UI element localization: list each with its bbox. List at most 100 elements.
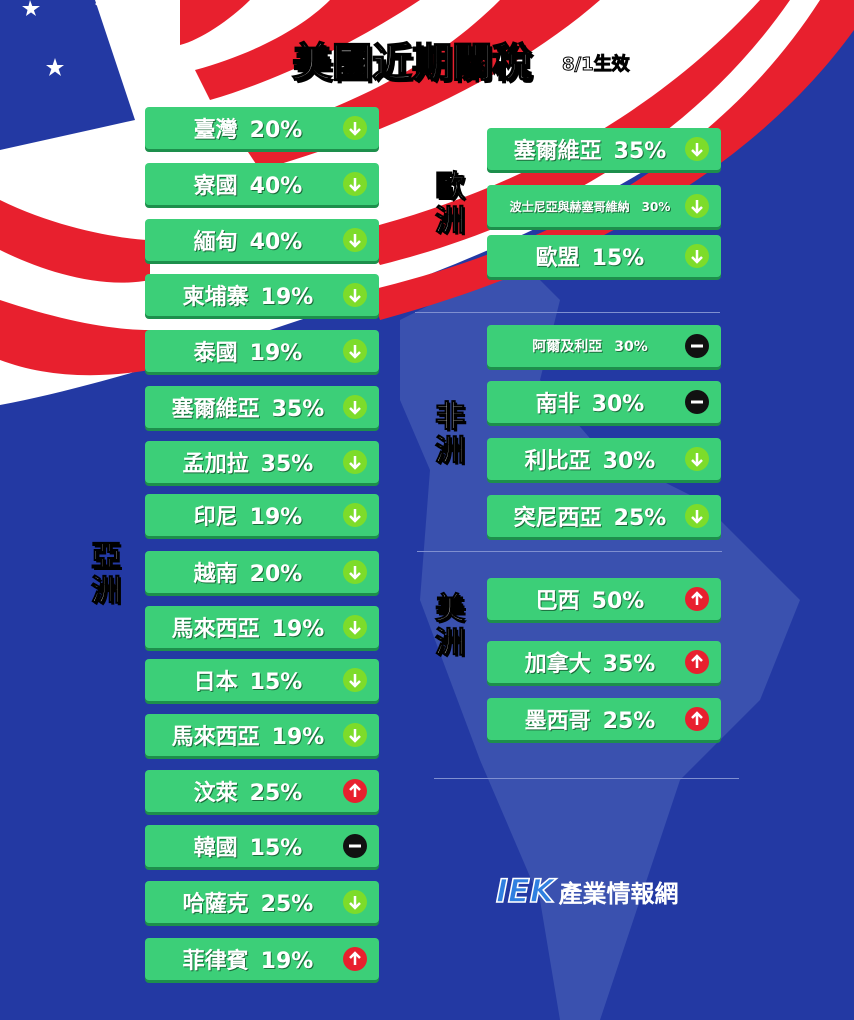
item-text: 越南 20% [194, 556, 303, 588]
trend-icon [343, 395, 367, 419]
country-name: 柬埔寨 [182, 285, 249, 310]
tariff-item: 緬甸 40% [145, 219, 379, 261]
item-text: 臺灣 20% [194, 112, 303, 144]
item-text: 泰國 19% [194, 335, 303, 367]
tariff-rate: 40% [249, 174, 303, 199]
tariff-rate: 35% [602, 652, 656, 677]
item-text: 南非 30% [536, 386, 645, 418]
country-name: 利比亞 [524, 449, 591, 474]
item-text: 加拿大 35% [525, 646, 656, 678]
trend-icon [685, 504, 709, 528]
divider [434, 778, 739, 779]
country-name: 泰國 [193, 341, 238, 366]
tariff-rate: 30% [591, 392, 645, 417]
tariff-rate: 15% [249, 670, 303, 695]
tariff-item: 哈薩克 25% [145, 881, 379, 923]
trend-icon [685, 587, 709, 611]
trend-icon [343, 116, 367, 140]
tariff-rate: 40% [249, 230, 303, 255]
trend-icon [685, 447, 709, 471]
trend-icon [343, 339, 367, 363]
tariff-item: 韓國 15% [145, 825, 379, 867]
trend-icon [343, 947, 367, 971]
tariff-item: 泰國 19% [145, 330, 379, 372]
tariff-rate: 35% [613, 139, 667, 164]
trend-icon [685, 390, 709, 414]
tariff-item: 菲律賓 19% [145, 938, 379, 980]
tariff-item: 巴西 50% [487, 578, 721, 620]
tariff-rate: 19% [271, 617, 325, 642]
trend-icon [685, 244, 709, 268]
tariff-item: 墨西哥 25% [487, 698, 721, 740]
country-name: 墨西哥 [524, 709, 591, 734]
item-text: 突尼西亞 25% [514, 500, 667, 532]
item-text: 墨西哥 25% [525, 703, 656, 735]
item-text: 阿爾及利亞 30% [532, 336, 648, 356]
tariff-rate: 25% [249, 781, 303, 806]
trend-icon [343, 228, 367, 252]
region-label: 亞洲 [85, 540, 121, 609]
tariff-item: 塞爾維亞 35% [145, 386, 379, 428]
country-name: 突尼西亞 [513, 506, 602, 531]
tariff-item: 臺灣 20% [145, 107, 379, 149]
tariff-item: 汶萊 25% [145, 770, 379, 812]
tariff-rate: 20% [249, 562, 303, 587]
title: 美國近期關稅 [291, 39, 533, 87]
item-text: 歐盟 15% [536, 240, 645, 272]
trend-icon [685, 650, 709, 674]
tariff-item: 南非 30% [487, 381, 721, 423]
tariff-item: 波士尼亞與赫塞哥維納 30% [487, 185, 721, 227]
tariff-rate: 19% [271, 725, 325, 750]
trend-icon [343, 723, 367, 747]
tariff-rate: 20% [249, 118, 303, 143]
tariff-rate: 25% [613, 506, 667, 531]
tariff-item: 突尼西亞 25% [487, 495, 721, 537]
tariff-item: 塞爾維亞 35% [487, 128, 721, 170]
region-label: 非洲 [429, 400, 465, 469]
country-name: 緬甸 [193, 230, 238, 255]
tariff-item: 孟加拉 35% [145, 441, 379, 483]
tariff-item: 寮國 40% [145, 163, 379, 205]
country-name: 巴西 [535, 589, 580, 614]
country-name: 臺灣 [193, 118, 238, 143]
trend-icon [685, 137, 709, 161]
item-text: 柬埔寨 19% [183, 279, 314, 311]
country-name: 塞爾維亞 [171, 397, 260, 422]
country-name: 阿爾及利亞 [532, 339, 603, 355]
trend-icon [343, 668, 367, 692]
item-text: 菲律賓 19% [183, 943, 314, 975]
tariff-rate: 25% [602, 709, 656, 734]
tariff-rate: 35% [260, 452, 314, 477]
item-text: 馬來西亞 19% [172, 719, 325, 751]
country-name: 南非 [535, 392, 580, 417]
tariff-item: 柬埔寨 19% [145, 274, 379, 316]
logo-brand: IEK [495, 871, 555, 911]
tariff-item: 利比亞 30% [487, 438, 721, 480]
tariff-item: 日本 15% [145, 659, 379, 701]
trend-icon [343, 172, 367, 196]
tariff-item: 加拿大 35% [487, 641, 721, 683]
tariff-rate: 19% [249, 341, 303, 366]
country-name: 菲律賓 [182, 949, 249, 974]
item-text: 塞爾維亞 35% [172, 391, 325, 423]
country-name: 韓國 [193, 836, 238, 861]
country-name: 馬來西亞 [171, 725, 260, 750]
logo: IEK 產業情報網 [495, 871, 679, 911]
item-text: 寮國 40% [194, 168, 303, 200]
country-name: 塞爾維亞 [513, 139, 602, 164]
trend-icon [343, 283, 367, 307]
trend-icon [343, 834, 367, 858]
logo-text: 產業情報網 [558, 880, 679, 908]
item-text: 利比亞 30% [525, 443, 656, 475]
subtitle: 8/1生效 [562, 54, 631, 76]
country-name: 哈薩克 [182, 892, 249, 917]
trend-icon [343, 560, 367, 584]
tariff-rate: 30% [614, 339, 648, 355]
item-text: 巴西 50% [536, 583, 645, 615]
tariff-rate: 19% [260, 285, 314, 310]
tariff-item: 阿爾及利亞 30% [487, 325, 721, 367]
country-name: 歐盟 [535, 246, 580, 271]
trend-icon [343, 890, 367, 914]
